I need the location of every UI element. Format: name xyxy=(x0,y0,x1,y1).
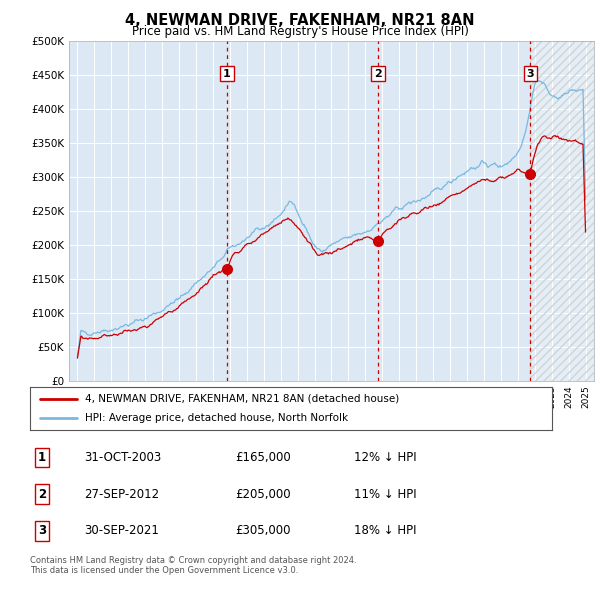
Text: 4, NEWMAN DRIVE, FAKENHAM, NR21 8AN: 4, NEWMAN DRIVE, FAKENHAM, NR21 8AN xyxy=(125,13,475,28)
Text: 1: 1 xyxy=(223,68,231,78)
Text: £165,000: £165,000 xyxy=(235,451,291,464)
Text: 18% ↓ HPI: 18% ↓ HPI xyxy=(354,525,416,537)
Text: 27-SEP-2012: 27-SEP-2012 xyxy=(84,487,159,501)
Text: 11% ↓ HPI: 11% ↓ HPI xyxy=(354,487,416,501)
Text: 31-OCT-2003: 31-OCT-2003 xyxy=(84,451,161,464)
Text: £305,000: £305,000 xyxy=(235,525,290,537)
Bar xyxy=(530,41,594,381)
Text: 3: 3 xyxy=(527,68,534,78)
Text: 2: 2 xyxy=(374,68,382,78)
Text: 2: 2 xyxy=(38,487,46,501)
Text: 1: 1 xyxy=(38,451,46,464)
Text: 3: 3 xyxy=(38,525,46,537)
Text: HPI: Average price, detached house, North Norfolk: HPI: Average price, detached house, Nort… xyxy=(85,413,348,423)
Bar xyxy=(530,41,594,381)
Text: 30-SEP-2021: 30-SEP-2021 xyxy=(84,525,159,537)
Text: Price paid vs. HM Land Registry's House Price Index (HPI): Price paid vs. HM Land Registry's House … xyxy=(131,25,469,38)
Text: 4, NEWMAN DRIVE, FAKENHAM, NR21 8AN (detached house): 4, NEWMAN DRIVE, FAKENHAM, NR21 8AN (det… xyxy=(85,394,399,404)
Text: £205,000: £205,000 xyxy=(235,487,291,501)
Text: 12% ↓ HPI: 12% ↓ HPI xyxy=(354,451,416,464)
Text: Contains HM Land Registry data © Crown copyright and database right 2024.
This d: Contains HM Land Registry data © Crown c… xyxy=(30,556,356,575)
